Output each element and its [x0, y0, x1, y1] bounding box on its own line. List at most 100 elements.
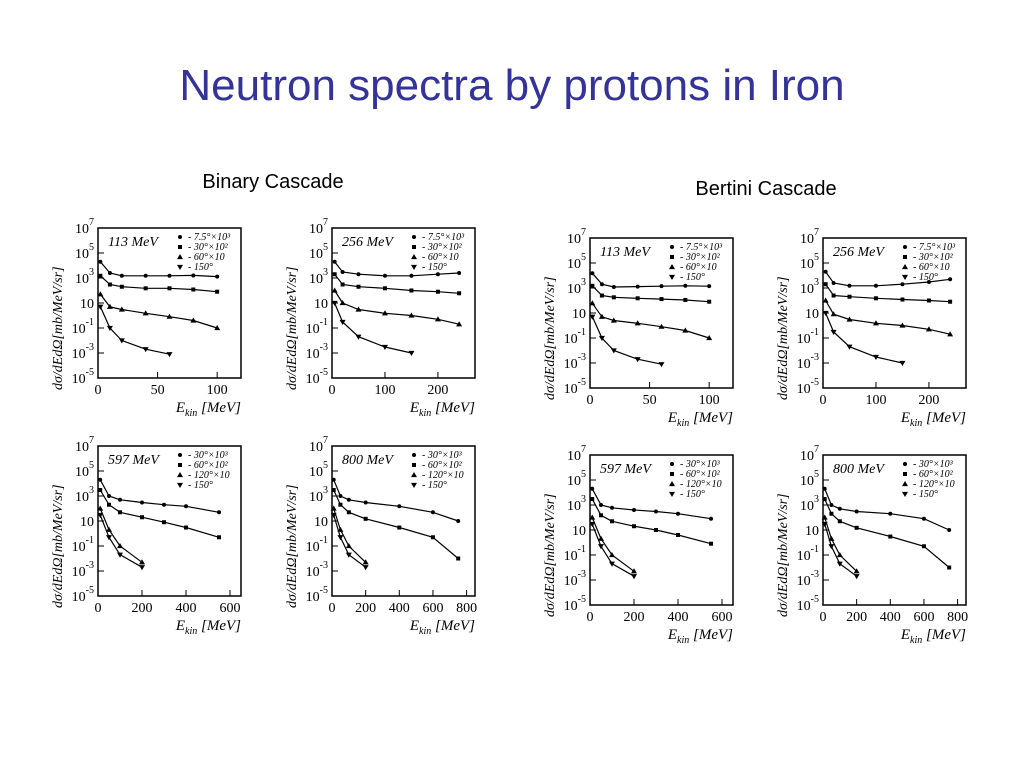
- y-tick-label: 103: [567, 277, 586, 297]
- y-tick-label: 105: [567, 469, 586, 489]
- data-point: [118, 338, 125, 344]
- y-tick-exponent: -5: [811, 594, 819, 605]
- x-tick-label: 400: [389, 601, 410, 616]
- data-point: [921, 516, 926, 521]
- legend-marker: [177, 264, 183, 270]
- x-axis-label: Ekin [MeV]: [175, 400, 241, 419]
- x-axis-label-unit: [MeV]: [922, 627, 966, 643]
- y-tick-base: 10: [80, 297, 94, 312]
- x-axis-label: Ekin [MeV]: [667, 410, 733, 429]
- legend-marker: [412, 245, 416, 249]
- legend-marker: [178, 245, 182, 249]
- x-axis-label-sub: kin: [910, 418, 922, 429]
- legend-entry: - 150°: [913, 489, 938, 500]
- legend-entry: - 150°: [422, 480, 447, 491]
- data-point: [610, 348, 617, 354]
- y-tick-base: 10: [306, 347, 320, 362]
- legend-entry: - 150°: [188, 262, 213, 273]
- x-tick-label: 0: [587, 610, 594, 625]
- data-point: [900, 282, 905, 287]
- y-tick-label: 10-1: [797, 544, 819, 564]
- y-tick-exponent: 5: [323, 460, 328, 471]
- data-point: [589, 521, 596, 528]
- data-point: [829, 503, 834, 507]
- data-point: [682, 327, 689, 333]
- data-point: [166, 352, 173, 358]
- legend-entry: - 150°: [188, 480, 213, 491]
- data-point: [408, 312, 415, 318]
- data-point: [634, 320, 641, 326]
- data-point: [456, 519, 461, 523]
- energy-label: 597 MeV: [600, 462, 652, 477]
- y-tick-label: 10-1: [72, 535, 94, 555]
- data-point: [822, 486, 827, 491]
- y-tick-label: 105: [800, 252, 819, 272]
- y-tick-exponent: 7: [814, 227, 819, 238]
- x-tick-label: 600: [220, 601, 241, 616]
- x-axis-label-unit: [MeV]: [922, 410, 966, 426]
- legend-entry: - 60°×10²: [422, 460, 463, 471]
- data-point: [853, 574, 860, 580]
- y-tick-base: 10: [800, 449, 814, 464]
- data-point: [589, 514, 596, 520]
- y-tick-label: 10-3: [306, 560, 328, 580]
- y-tick-label: 10-5: [306, 585, 328, 605]
- x-tick-label: 50: [151, 383, 165, 398]
- y-tick-label: 107: [309, 435, 328, 455]
- x-axis-label-sub: kin: [185, 626, 197, 637]
- y-tick-exponent: -1: [811, 327, 819, 338]
- legend-marker: [177, 472, 183, 478]
- y-tick-base: 10: [80, 515, 94, 530]
- x-tick-label: 200: [355, 601, 376, 616]
- y-axis-label: dσ/dEdΩ[mb/MeV/sr]: [543, 493, 558, 617]
- y-tick-base: 10: [564, 357, 578, 372]
- x-tick-label: 400: [668, 610, 689, 625]
- y-tick-base: 10: [797, 357, 811, 372]
- legend-marker: [669, 491, 675, 497]
- y-tick-label: 103: [800, 494, 819, 514]
- data-point: [609, 552, 615, 558]
- y-tick-base: 10: [75, 465, 89, 480]
- data-point: [847, 294, 852, 299]
- y-tick-base: 10: [72, 347, 86, 362]
- data-point: [822, 297, 829, 303]
- legend-marker: [411, 254, 417, 260]
- data-point: [98, 477, 103, 482]
- y-tick-exponent: -1: [86, 317, 94, 328]
- y-tick-base: 10: [72, 372, 86, 387]
- y-axis-label: dσ/dEdΩ[mb/MeV/sr]: [51, 266, 66, 390]
- x-axis-label: Ekin [MeV]: [667, 627, 733, 646]
- data-point: [659, 284, 664, 289]
- data-point: [837, 506, 842, 511]
- y-tick-exponent: -3: [811, 569, 819, 580]
- y-tick-label: 10: [805, 524, 819, 539]
- x-axis-label-sub: kin: [910, 635, 922, 646]
- x-tick-label: 200: [624, 610, 645, 625]
- x-tick-label: 600: [422, 601, 443, 616]
- data-point: [837, 519, 842, 524]
- data-point: [707, 284, 712, 289]
- data-point: [382, 273, 387, 278]
- y-tick-label: 10-5: [72, 367, 94, 387]
- legend-marker: [411, 482, 417, 488]
- data-point: [106, 535, 112, 541]
- legend-marker: [178, 463, 182, 467]
- legend-entry: - 150°: [913, 272, 938, 283]
- y-tick-base: 10: [306, 590, 320, 605]
- y-tick-base: 10: [800, 499, 814, 514]
- data-point: [821, 514, 828, 520]
- series-line: [333, 514, 366, 568]
- y-tick-base: 10: [564, 574, 578, 589]
- data-point: [457, 271, 462, 276]
- data-point: [214, 325, 221, 331]
- y-tick-exponent: -3: [86, 560, 94, 571]
- energy-label: 113 MeV: [108, 235, 159, 250]
- legend-marker: [670, 245, 674, 249]
- series-line: [99, 508, 143, 563]
- data-point: [98, 273, 103, 278]
- legend-entry: - 150°: [680, 489, 705, 500]
- y-tick-base: 10: [797, 599, 811, 614]
